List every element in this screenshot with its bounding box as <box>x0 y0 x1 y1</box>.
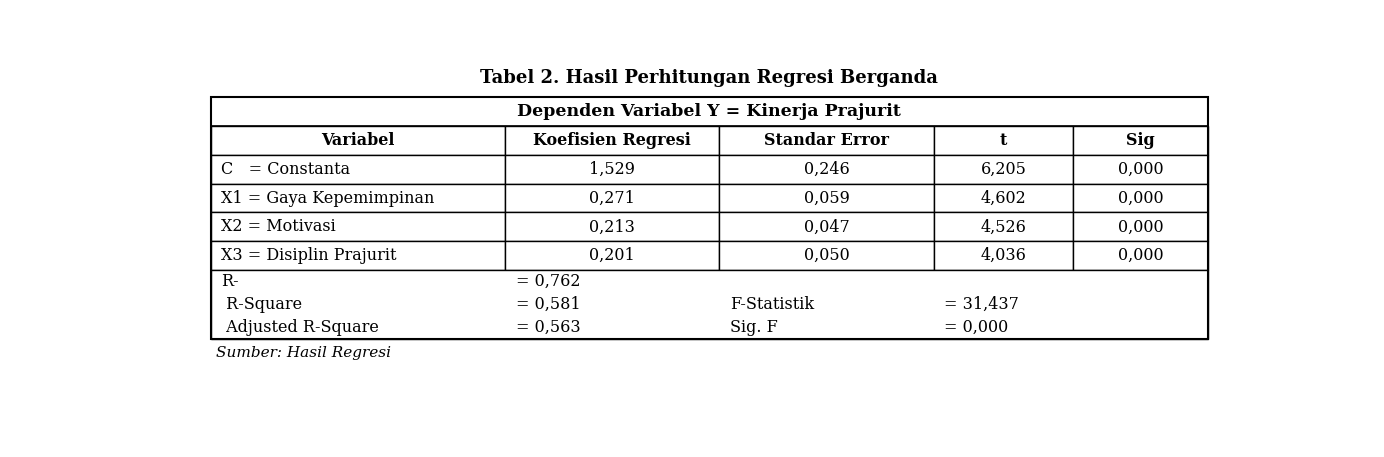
Bar <box>934 241 1074 270</box>
Text: 6,205: 6,205 <box>981 161 1027 178</box>
Text: 0,213: 0,213 <box>590 218 635 235</box>
Bar <box>1074 241 1208 270</box>
Text: 4,602: 4,602 <box>981 190 1027 207</box>
Bar <box>720 241 934 270</box>
Bar <box>934 184 1074 213</box>
Text: X1 = Gaya Kepemimpinan: X1 = Gaya Kepemimpinan <box>221 190 435 207</box>
Text: Sig. F: Sig. F <box>729 319 778 336</box>
Text: 0,059: 0,059 <box>804 190 850 207</box>
Bar <box>934 126 1074 155</box>
Text: = 0,563: = 0,563 <box>515 319 580 336</box>
Bar <box>934 213 1074 241</box>
Text: Sig: Sig <box>1127 132 1156 149</box>
Text: 0,000: 0,000 <box>1118 190 1164 207</box>
Text: 0,000: 0,000 <box>1118 247 1164 264</box>
Text: = 0,762: = 0,762 <box>515 273 580 290</box>
Text: Tabel 2. Hasil Perhitungan Regresi Berganda: Tabel 2. Hasil Perhitungan Regresi Berga… <box>480 69 938 87</box>
Text: Standar Error: Standar Error <box>764 132 889 149</box>
Bar <box>210 97 1208 339</box>
Bar <box>210 155 505 184</box>
Bar <box>1074 126 1208 155</box>
Bar <box>1074 213 1208 241</box>
Text: R-Square: R-Square <box>221 296 302 313</box>
Text: = 0,000: = 0,000 <box>944 319 1009 336</box>
Text: X2 = Motivasi: X2 = Motivasi <box>221 218 336 235</box>
Text: C   = Constanta: C = Constanta <box>221 161 350 178</box>
Text: 0,246: 0,246 <box>804 161 850 178</box>
Bar <box>1074 184 1208 213</box>
Bar <box>505 213 720 241</box>
Text: X3 = Disiplin Prajurit: X3 = Disiplin Prajurit <box>221 247 397 264</box>
Text: = 31,437: = 31,437 <box>944 296 1020 313</box>
Bar <box>210 126 505 155</box>
Text: 0,271: 0,271 <box>590 190 635 207</box>
Bar <box>210 241 505 270</box>
Text: Variabel: Variabel <box>321 132 394 149</box>
Text: 4,526: 4,526 <box>981 218 1027 235</box>
Bar <box>505 241 720 270</box>
Text: t: t <box>999 132 1008 149</box>
Text: 0,201: 0,201 <box>590 247 635 264</box>
Text: 4,036: 4,036 <box>981 247 1027 264</box>
Bar <box>210 184 505 213</box>
Text: 0,047: 0,047 <box>804 218 850 235</box>
Bar <box>505 126 720 155</box>
Bar <box>210 213 505 241</box>
Text: F-Statistik: F-Statistik <box>729 296 814 313</box>
Bar <box>720 213 934 241</box>
Bar <box>934 155 1074 184</box>
Text: Adjusted R-Square: Adjusted R-Square <box>221 319 379 336</box>
Text: Dependen Variabel Y = Kinerja Prajurit: Dependen Variabel Y = Kinerja Prajurit <box>518 103 901 120</box>
Bar <box>720 126 934 155</box>
Bar <box>505 184 720 213</box>
Text: Sumber: Hasil Regresi: Sumber: Hasil Regresi <box>216 346 390 360</box>
Bar <box>505 155 720 184</box>
Bar <box>210 270 1208 339</box>
Text: R-: R- <box>221 273 239 290</box>
Text: 1,529: 1,529 <box>590 161 635 178</box>
Bar <box>210 97 1208 126</box>
Bar <box>720 155 934 184</box>
Text: Koefisien Regresi: Koefisien Regresi <box>533 132 691 149</box>
Text: 0,000: 0,000 <box>1118 161 1164 178</box>
Bar <box>720 184 934 213</box>
Bar <box>1074 155 1208 184</box>
Text: 0,000: 0,000 <box>1118 218 1164 235</box>
Text: 0,050: 0,050 <box>804 247 850 264</box>
Text: = 0,581: = 0,581 <box>515 296 580 313</box>
